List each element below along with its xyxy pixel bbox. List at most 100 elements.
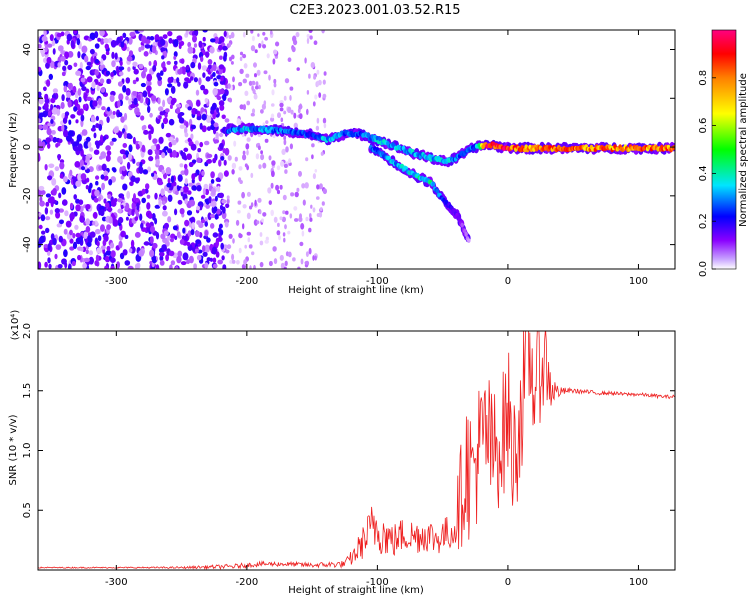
noise-cell [101,182,105,191]
noise-cell [67,130,74,137]
noise-cell [192,247,196,252]
noise-cell [218,44,223,51]
noise-cell [186,210,193,216]
noise-cell [313,40,318,45]
noise-cell [220,242,224,250]
noise-cell [212,257,217,263]
noise-cell [227,83,231,89]
noise-cell [169,264,173,269]
noise-cell [72,176,76,185]
noise-cell [64,51,70,59]
noise-cell [188,255,194,264]
noise-cell [122,32,127,38]
noise-cell [61,187,67,195]
noise-cell [232,238,235,244]
noise-cell [73,146,79,152]
noise-cell [108,216,113,224]
noise-cell [131,201,137,210]
noise-cell [242,150,246,155]
noise-cell [201,219,205,224]
noise-cell [167,148,173,154]
noise-cell [51,130,56,135]
noise-cell [217,259,223,265]
noise-cell [318,92,322,98]
noise-cell [124,234,129,239]
noise-cell [163,230,169,236]
noise-cell [162,34,168,39]
noise-cell [182,185,189,193]
noise-cell [60,101,65,110]
noise-cell [229,56,232,62]
noise-cell [251,80,256,86]
noise-cell [94,228,101,235]
noise-cell [108,179,113,186]
noise-cell [218,192,224,199]
noise-cell [134,216,139,222]
noise-cell [148,213,153,219]
snr-y-multiplier: (x10⁴) [10,310,21,341]
noise-cell [251,108,256,114]
noise-cell [77,254,82,261]
noise-cell [177,174,183,182]
noise-cell [168,141,173,148]
noise-cell [190,229,195,236]
snr-x-tick-label: 0 [505,577,511,588]
noise-cell [165,254,170,262]
noise-cell [105,70,111,76]
noise-cell [61,94,65,102]
noise-cell [95,115,99,121]
noise-cell [126,190,131,199]
noise-cell [101,163,107,171]
noise-cell [230,31,235,39]
noise-cell [75,232,81,238]
noise-cell [117,81,123,87]
noise-cell [219,80,226,85]
noise-cell [162,99,166,108]
noise-cell [198,77,202,86]
noise-cell [145,97,149,105]
noise-cell [135,143,140,150]
noise-cell [319,183,323,190]
noise-cell [125,77,131,84]
noise-cell [86,96,93,102]
noise-cell [176,255,182,264]
noise-cell [256,220,260,225]
noise-cell [206,257,211,262]
noise-cell [167,77,173,84]
noise-cell [73,106,78,112]
noise-cell [198,40,203,48]
noise-cell [45,137,51,143]
noise-cell [287,57,292,62]
noise-cell [204,98,209,103]
noise-cell [189,217,194,222]
spectrogram-x-tick-label: -100 [366,276,389,287]
noise-cell [68,263,72,269]
noise-cell [283,135,287,141]
noise-cell [61,258,67,265]
noise-cell [96,241,100,247]
noise-cell [65,135,72,142]
noise-cell [242,223,245,230]
noise-cell [271,103,275,107]
noise-cell [206,153,213,158]
noise-cell [160,47,167,52]
noise-cell [140,82,146,88]
noise-cell [293,206,298,211]
noise-cell [70,138,74,145]
noise-cell [41,141,46,149]
noise-cell [199,205,203,211]
noise-cell [58,235,63,243]
noise-cell [219,204,224,211]
noise-cell [243,63,248,69]
noise-cell [160,70,164,76]
noise-cell [246,149,249,156]
noise-cell [52,88,59,94]
noise-cell [221,114,226,120]
noise-cell [224,147,230,156]
noise-cell [275,184,280,191]
noise-cell [203,88,209,95]
noise-cell [99,155,103,160]
noise-cell [176,107,181,115]
noise-cell [79,215,85,223]
noise-cell [144,39,151,45]
